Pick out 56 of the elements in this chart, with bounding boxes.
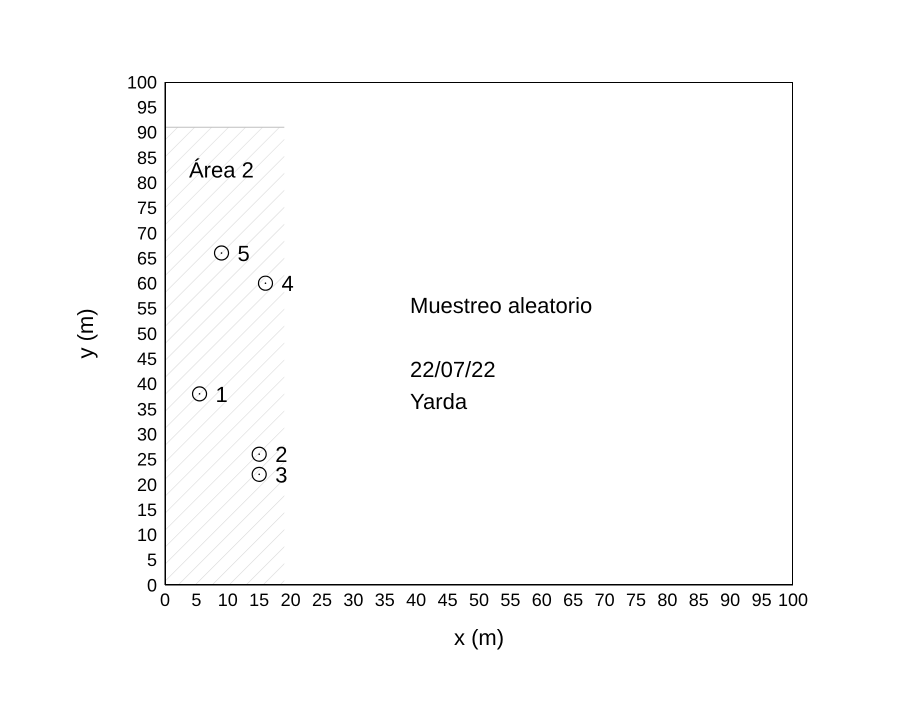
y-tick-label: 20: [136, 474, 157, 495]
x-tick-label: 20: [280, 590, 301, 610]
annotation: 5: [238, 241, 250, 266]
y-tick-label: 30: [136, 424, 157, 444]
annotation: Yarda: [410, 388, 468, 416]
x-tick-label: 0: [160, 590, 170, 610]
annotation: Muestreo aleatorio: [410, 292, 592, 320]
y-tick-label: 10: [136, 525, 157, 546]
x-tick-label: 40: [406, 590, 426, 610]
point: [258, 276, 274, 291]
x-tick-label: 45: [438, 590, 458, 610]
y-tick-label: 90: [136, 122, 157, 143]
x-tick-label: 95: [752, 590, 772, 610]
x-tick-label: 25: [312, 590, 332, 610]
point: [252, 446, 267, 462]
y-tick-label: 55: [136, 298, 157, 319]
x-tick-label: 50: [468, 590, 490, 610]
series-label: Área 2: [189, 157, 254, 182]
y-tick-label: 35: [136, 399, 157, 420]
x-tick-label: 65: [563, 590, 584, 610]
x-tick-label: 35: [374, 590, 395, 610]
x-tick-label: 90: [720, 590, 740, 610]
y-tick-label: 50: [136, 324, 157, 344]
x-tick-label: 10: [218, 590, 238, 610]
x-tick-label: 80: [657, 590, 678, 610]
y-tick-label: 25: [136, 450, 157, 470]
x-tick-label: 100: [778, 590, 808, 610]
y-tick-label: 5: [146, 550, 157, 570]
x-tick-label: 15: [249, 590, 270, 610]
y-tick-label: 65: [136, 248, 157, 268]
y-tick-label: 15: [136, 500, 157, 520]
y-tick-label: 0: [146, 575, 157, 596]
y-tick-label: 100: [126, 72, 157, 92]
y-axis-title: y (m): [72, 308, 98, 359]
annotation: 22/07/22: [410, 356, 497, 384]
annotation: 4: [281, 271, 294, 296]
point: [214, 245, 230, 261]
y-tick-label: 85: [136, 148, 157, 168]
y-tick-label: 60: [136, 274, 157, 294]
x-tick-label: 55: [500, 590, 520, 610]
y-tick-label: 45: [136, 349, 157, 370]
x-tick-label: 85: [688, 590, 709, 610]
x-tick-label: 60: [532, 590, 552, 610]
y-tick-label: 80: [136, 172, 157, 193]
y-tick-label: 95: [136, 98, 157, 118]
x-tick-label: 75: [626, 590, 646, 610]
x-tick-label: 30: [343, 590, 364, 610]
x-axis-title: x (m): [454, 625, 504, 650]
y-tick-label: 75: [136, 198, 157, 218]
annotation: 1: [216, 382, 228, 407]
y-tick-label: 70: [136, 223, 157, 244]
x-tick-label: 70: [594, 590, 615, 610]
y-tick-label: 40: [136, 374, 157, 394]
point: [252, 466, 267, 482]
x-tick-label: 5: [191, 590, 202, 610]
point: [192, 386, 208, 402]
